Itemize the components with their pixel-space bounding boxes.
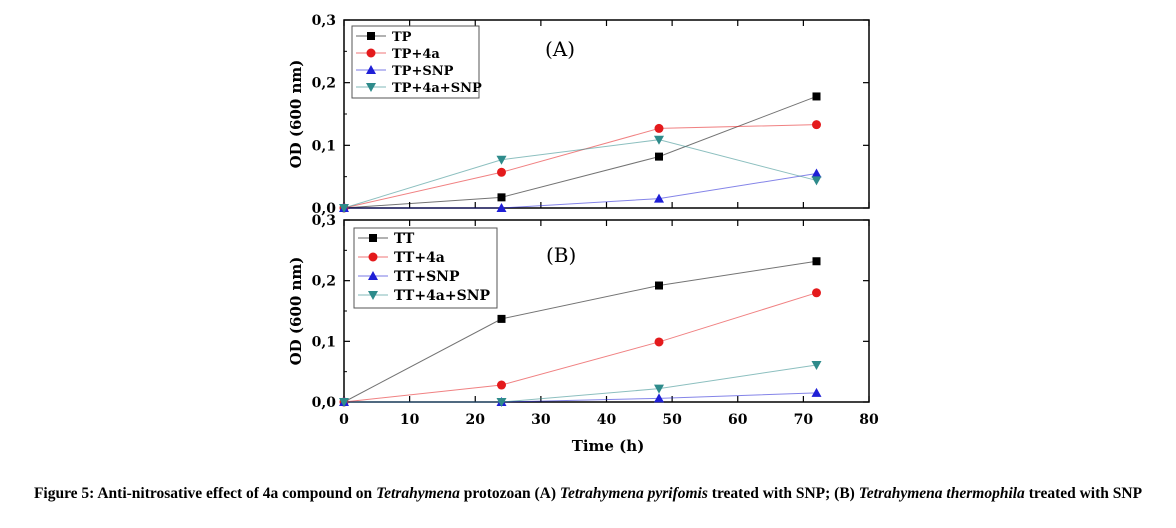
panel-b-ytick-label: 0,1 (312, 334, 336, 350)
panel-b-label: (B) (546, 243, 576, 267)
panel-b-xtick-label: 50 (662, 412, 682, 428)
panel-b-series-tt-4a-point (654, 337, 664, 347)
panel-a-series-tp-point (812, 92, 821, 101)
panel-b-series-tt-snp-point (654, 393, 664, 403)
panel-b-legend-tt-label: TT (394, 231, 415, 247)
panel-a-ytick-label: 0,1 (312, 138, 336, 154)
panel-b-series-tt-4a-snp-point (496, 398, 507, 407)
panel-a-legend-tp-4a-snp-label: TP+4a+SNP (392, 81, 482, 96)
panel-a-legend-tp-4a-label: TP+4a (392, 47, 440, 62)
panel-b-legend-tt-snp-marker (368, 271, 378, 280)
panel-b-series-tt-snp-point (811, 387, 822, 397)
panel-b-series-tt-4a-snp-point (339, 398, 349, 407)
panel-a-series-tp-point (497, 193, 506, 202)
panel-b-series-tt-4a-snp-point (654, 384, 664, 394)
panel-a-series-tp-4a-line (343, 124, 817, 209)
panel-a-series-tp-snp-point (496, 203, 507, 212)
panel-b-legend-tt-4a-snp-marker (368, 291, 378, 300)
panel-a-series-tp-4a-point (654, 123, 664, 133)
panel-b-ytick-label: 0,0 (312, 395, 337, 411)
panel-b-series-tt-point (497, 314, 506, 323)
panel-b-legend-tt-snp-label: TT+SNP (394, 269, 460, 285)
panel-a-y-axis-label: OD (600 nm) (287, 60, 305, 169)
caption-prefix: Figure 5: Anti-nitrosative effect of 4a … (33, 485, 377, 502)
panel-a-series-tp-4a-snp-point (654, 135, 664, 145)
panel-a-series-tp-4a-snp-point (811, 176, 822, 186)
panel-b-ytick-label: 0,2 (312, 274, 336, 290)
panel-b-xtick-label: 80 (859, 412, 879, 428)
panel-b-series-tt-4a-snp-point (811, 360, 822, 370)
panel-b-y-axis-label: OD (600 nm) (287, 257, 305, 366)
panel-b-series-tt-4a-point (497, 380, 506, 390)
caption-suffix: treated with SNP (1024, 485, 1143, 502)
panel-b-xtick-label: 0 (339, 412, 349, 428)
panel-b-legend (353, 227, 498, 309)
panel-b-series-tt-point (812, 257, 821, 266)
panel-a-label: (A) (545, 37, 575, 61)
panel-a-series-tp-point (655, 152, 663, 161)
panel-b-series-tt-4a-snp-line (344, 364, 817, 403)
panel-a-ytick-label: 0,3 (312, 13, 336, 29)
panel-a-legend-tp-label: TP (392, 30, 412, 45)
panel-b-xtick-label: 20 (466, 412, 486, 428)
panel-a-series-tp-4a-snp-line (343, 139, 817, 209)
panel-b-x-axis-label: Time (h) (572, 437, 645, 455)
panel-b-legend-tt-4a-label: TT+4a (394, 250, 445, 266)
caption-genus: Tetrahymena (376, 485, 460, 502)
panel-a-legend-tp-marker (367, 32, 375, 40)
panel-b-xtick-label: 30 (531, 412, 551, 428)
panel-a-series-tp-4a-snp-point (339, 204, 349, 213)
panel-a-legend-tp-snp-marker (366, 65, 376, 74)
panel-a-legend-tp-4a-marker (366, 48, 376, 58)
panel-a-legend-tp-snp-label: TP+SNP (392, 64, 454, 79)
panel-a-ytick-label: 0,2 (312, 76, 336, 92)
panel-b-xtick-label: 60 (728, 412, 748, 428)
panel-a-legend-tp-4a-snp-marker (366, 83, 376, 92)
panel-b-series-tt-point (655, 281, 663, 290)
caption-species-a: Tetrahymena pyrifomis (559, 485, 708, 502)
panel-a-series-tp-4a-point (812, 120, 821, 130)
panel-a-series-tp-snp-line (344, 173, 817, 209)
panel-b-xtick-label: 40 (597, 412, 617, 428)
caption-species-b: Tetrahymena thermophila (858, 485, 1025, 502)
panel-a-series-tp-4a-point (497, 167, 506, 177)
panel-b-series-tt-line (343, 260, 817, 403)
panel-b-series-tt-4a-point (812, 288, 821, 298)
panel-a-series-tp-4a-snp-point (496, 155, 507, 165)
caption-middle2: treated with SNP; (B) (707, 485, 859, 502)
figure-chart: 0,0 0,1 0,2 0,3 OD (600 nm) (A) TP TP+4a TP+SNP T… (287, 13, 879, 455)
panel-b-series-tt-4a-line (343, 292, 817, 403)
panel-a-series-tp-snp-point (811, 168, 822, 178)
caption-middle: protozoan (A) (459, 485, 560, 502)
panel-b-ytick-label: 0,3 (312, 213, 336, 229)
panel-b-legend-tt-4a-snp-label: TT+4a+SNP (394, 288, 491, 304)
figure-caption: Figure 5: Anti-nitrosative effect of 4a … (0, 484, 1176, 504)
panel-b-legend-tt-4a-marker (368, 252, 378, 262)
panel-a-series-tp-snp-point (654, 193, 664, 203)
panel-b-xtick-label: 10 (400, 412, 420, 428)
panel-a-ytick-label: 0,0 (312, 201, 337, 217)
panel-b-xtick-label: 70 (794, 412, 814, 428)
panel-a-series-tp-line (343, 95, 817, 209)
panel-b-legend-tt-marker (369, 234, 377, 242)
